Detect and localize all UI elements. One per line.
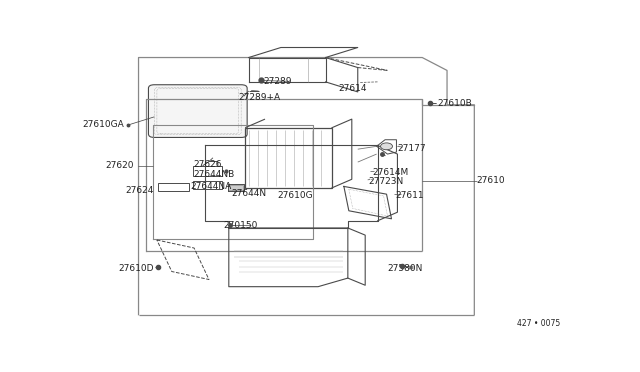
Text: 27177: 27177 — [397, 144, 426, 153]
Bar — [245, 128, 332, 188]
Text: 27614M: 27614M — [372, 168, 409, 177]
Bar — [193, 166, 222, 176]
Circle shape — [381, 143, 392, 150]
Text: 27289: 27289 — [264, 77, 292, 86]
Text: 27644NB: 27644NB — [193, 170, 234, 179]
Text: 27644NA: 27644NA — [190, 182, 232, 191]
Text: 270150: 270150 — [224, 221, 258, 230]
Text: 27610GA: 27610GA — [82, 121, 124, 129]
Bar — [158, 183, 189, 191]
Text: 27580N: 27580N — [388, 264, 423, 273]
FancyBboxPatch shape — [148, 85, 247, 137]
Text: 27610: 27610 — [477, 176, 506, 185]
Text: 27614: 27614 — [338, 84, 367, 93]
Text: 427 • 0075: 427 • 0075 — [517, 318, 560, 328]
Text: 27289+A: 27289+A — [239, 93, 281, 102]
Text: 27620: 27620 — [105, 161, 134, 170]
Text: 27611: 27611 — [395, 190, 424, 199]
Text: 27610G: 27610G — [277, 191, 313, 201]
Text: 27610D: 27610D — [118, 264, 154, 273]
Bar — [228, 185, 243, 190]
Text: 27626: 27626 — [193, 160, 221, 169]
Text: 27610B: 27610B — [437, 99, 472, 108]
Text: 27624: 27624 — [125, 186, 154, 195]
Text: 27644N: 27644N — [231, 189, 266, 198]
Bar — [193, 181, 222, 189]
Text: 27723N: 27723N — [369, 177, 404, 186]
